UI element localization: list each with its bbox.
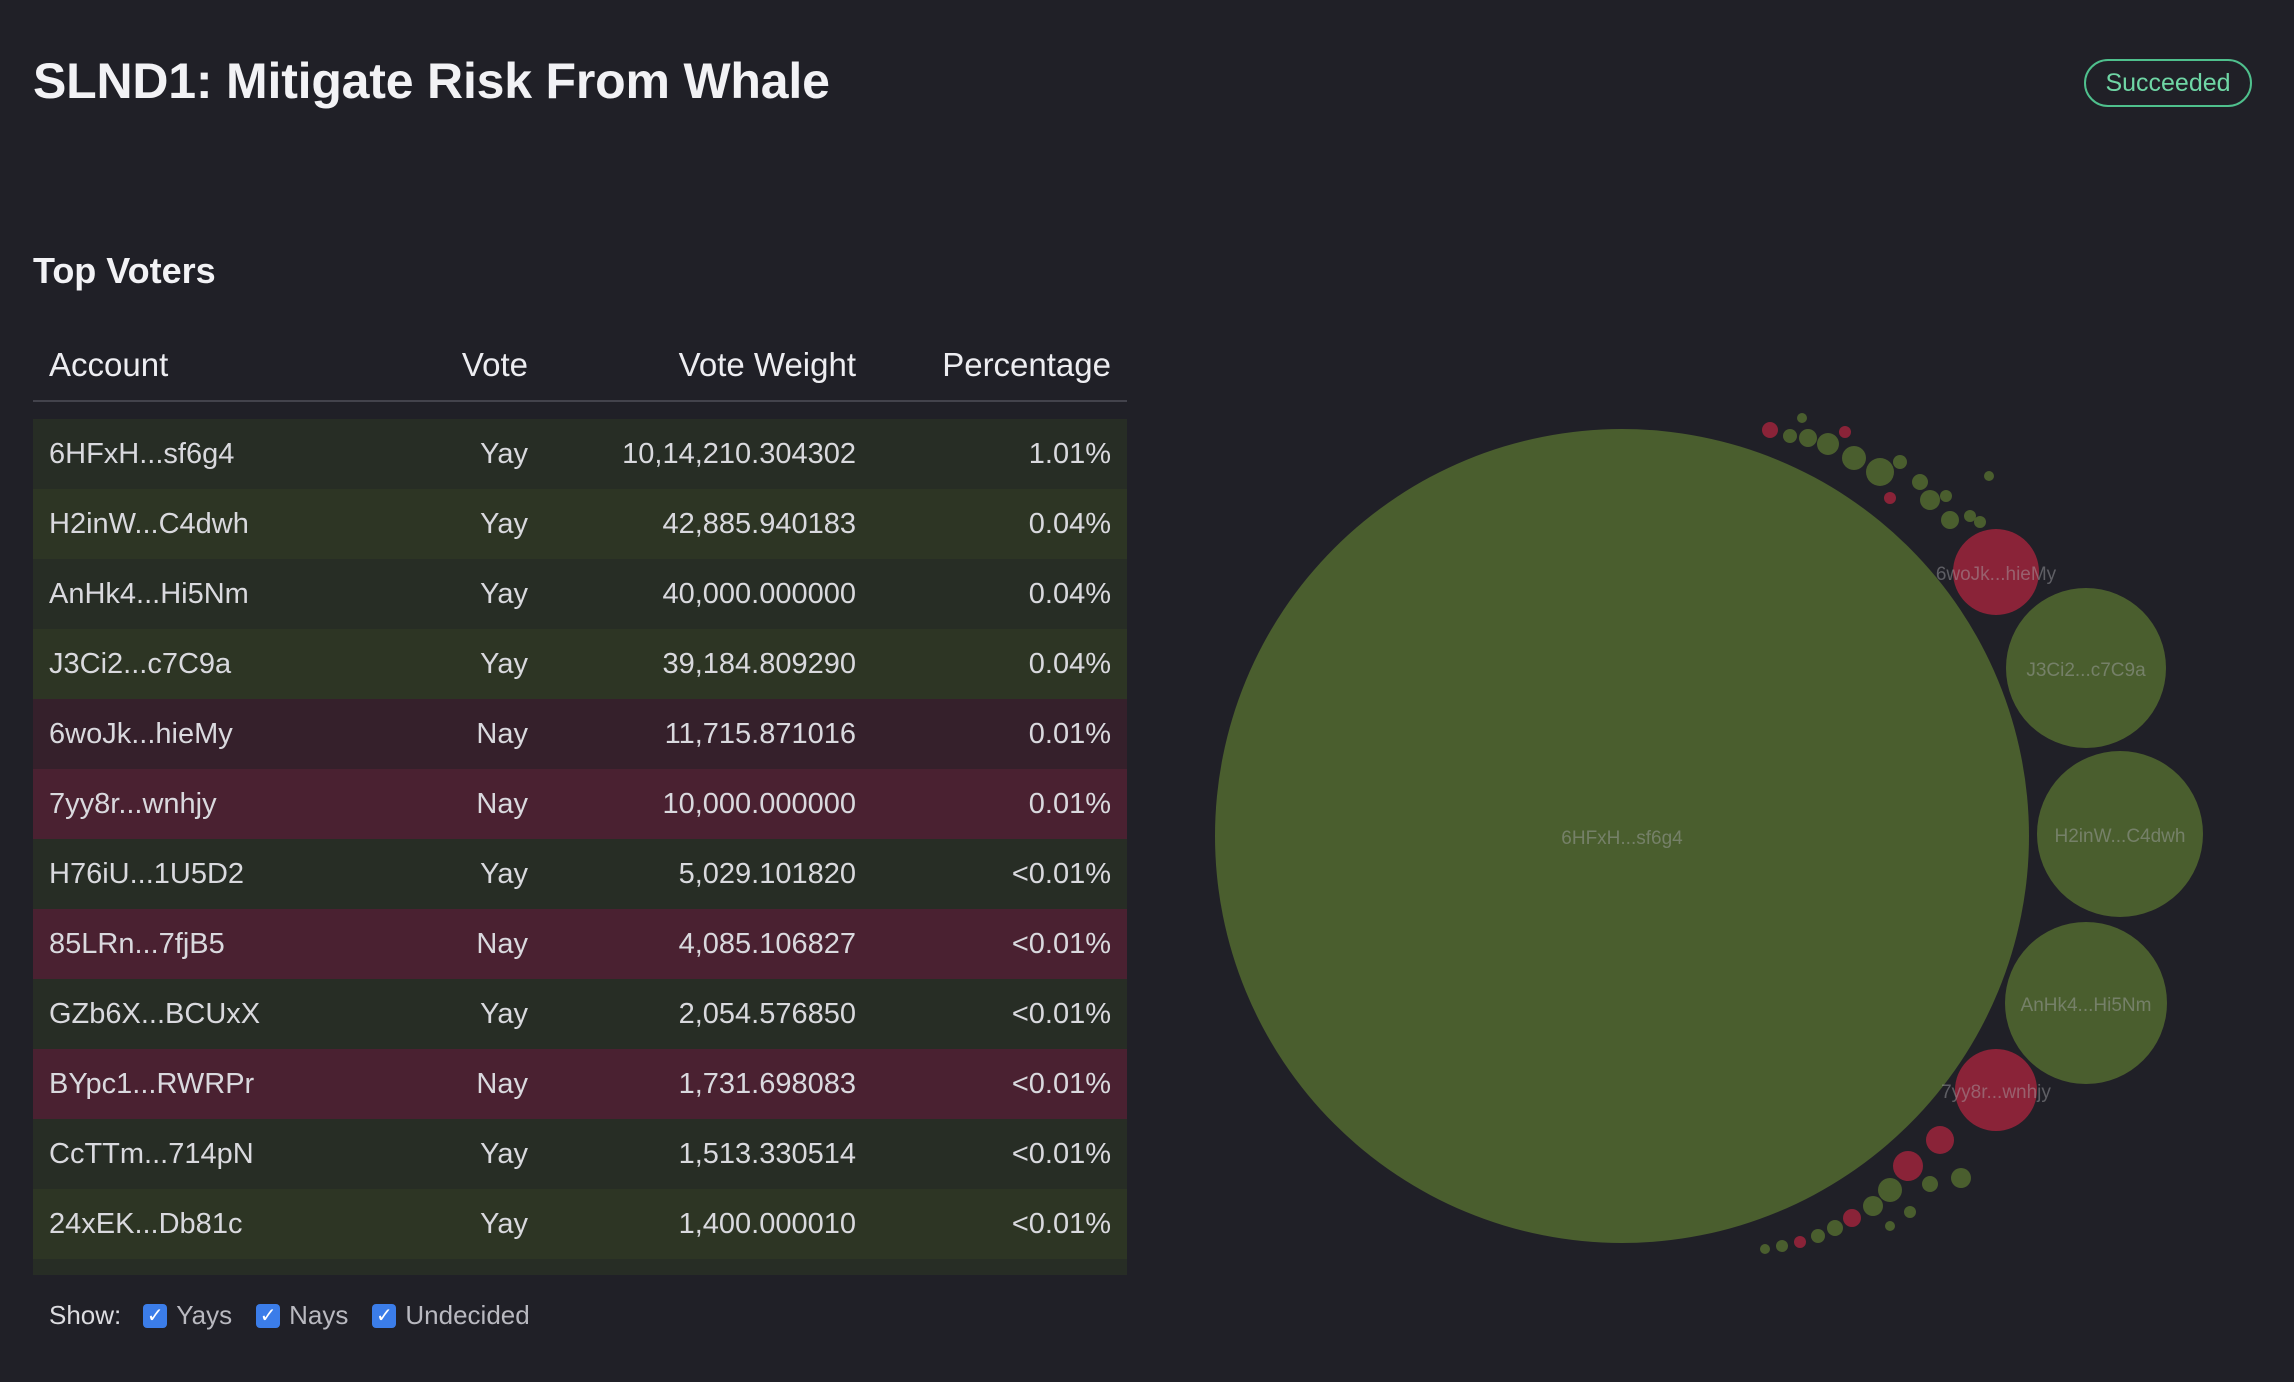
checkbox-undecided[interactable]: ✓ — [372, 1303, 397, 1328]
vote-filter-bar: Show: ✓ Yays ✓ Nays ✓ Undecided — [49, 1300, 554, 1331]
vote-weight-cell: 42,885.940183 — [662, 507, 856, 540]
table-row[interactable]: J3Ci2...c7C9a Yay 39,184.809290 0.04% — [33, 629, 1127, 699]
filter-yays-label: Yays — [176, 1300, 233, 1330]
vote-weight-cell: 1,513.330514 — [678, 1137, 856, 1170]
filter-nays-label: Nays — [289, 1300, 349, 1330]
table-row[interactable]: GZb6X...BCUxX Yay 2,054.576850 <0.01% — [33, 979, 1127, 1049]
filter-undecided[interactable]: ✓ Undecided — [372, 1300, 530, 1331]
filter-yays[interactable]: ✓ Yays — [143, 1300, 232, 1331]
filter-nays[interactable]: ✓ Nays — [256, 1300, 348, 1331]
vote-cell: Yay — [480, 507, 528, 540]
table-row[interactable]: CcTTm...714pN Yay 1,513.330514 <0.01% — [33, 1119, 1127, 1189]
vote-cell: Yay — [480, 1207, 528, 1240]
vote-weight-cell: 4,085.106827 — [678, 927, 856, 960]
table-body[interactable]: 6HFxH...sf6g4 Yay 10,14,210.304302 1.01%… — [33, 419, 1127, 1275]
bubble-label-2: AnHk4...Hi5Nm — [2021, 995, 2152, 1016]
bubble-5[interactable] — [1955, 1049, 2037, 1131]
filter-label: Show: — [49, 1300, 122, 1330]
table-row[interactable]: H2inW...C4dwh Yay 42,885.940183 0.04% — [33, 489, 1127, 559]
vote-weight-cell: 1,731.698083 — [678, 1067, 856, 1100]
bubble-label-0: 6HFxH...sf6g4 — [1561, 828, 1683, 849]
table-row[interactable]: 7yy8r...wnhjy Nay 10,000.000000 0.01% — [33, 769, 1127, 839]
vote-cell: Nay — [476, 927, 528, 960]
top-voters-table: Account Vote Vote Weight Percentage 6HFx… — [33, 330, 1127, 1275]
account-cell: 85LRn...7fjB5 — [49, 927, 225, 960]
account-cell: H76iU...1U5D2 — [49, 857, 245, 890]
account-cell: 24xEK...Db81c — [49, 1207, 243, 1240]
bubble-label-5: 7yy8r...wnhjy — [1941, 1082, 2051, 1103]
table-row[interactable]: 24xEK...Db81c Yay 1,400.000010 <0.01% — [33, 1189, 1127, 1259]
vote-cell: Nay — [476, 1067, 528, 1100]
column-header-percentage[interactable]: Percentage — [942, 346, 1111, 383]
small-bubbles — [1760, 413, 2006, 1254]
percentage-cell: <0.01% — [1011, 997, 1111, 1030]
table-row[interactable]: 6HFxH...sf6g4 Yay 10,14,210.304302 1.01% — [33, 419, 1127, 489]
vote-cell: Nay — [476, 787, 528, 820]
percentage-cell: 0.01% — [1028, 717, 1111, 750]
bubble-4[interactable] — [1953, 529, 2039, 615]
filter-undecided-label: Undecided — [405, 1300, 530, 1330]
account-cell: 7yy8r...wnhjy — [49, 787, 217, 820]
account-cell: 6woJk...hieMy — [49, 717, 233, 750]
vote-weight-cell: 2,054.576850 — [678, 997, 856, 1030]
table-row[interactable]: AnHk4...Hi5Nm Yay 40,000.000000 0.04% — [33, 559, 1127, 629]
bubble-label-1: H2inW...C4dwh — [2055, 826, 2186, 847]
vote-cell: Yay — [480, 647, 528, 680]
percentage-cell: 1.01% — [1028, 437, 1111, 470]
table-row[interactable]: 6woJk...hieMy Nay 11,715.871016 0.01% — [33, 699, 1127, 769]
vote-cell: Yay — [480, 1137, 528, 1170]
vote-weight-cell: 5,029.101820 — [678, 857, 856, 890]
percentage-cell: <0.01% — [1011, 1067, 1111, 1100]
table-header: Account Vote Vote Weight Percentage — [33, 330, 1127, 402]
percentage-cell: <0.01% — [1011, 857, 1111, 890]
account-cell: AnHk4...Hi5Nm — [49, 577, 249, 610]
account-cell: 6HFxH...sf6g4 — [49, 437, 235, 470]
vote-cell: Yay — [480, 857, 528, 890]
account-cell: GZb6X...BCUxX — [49, 997, 261, 1030]
vote-cell: Yay — [480, 577, 528, 610]
column-header-vote[interactable]: Vote — [461, 346, 528, 383]
bubble-3[interactable] — [2006, 588, 2166, 748]
vote-weight-cell: 10,14,210.304302 — [622, 437, 856, 470]
vote-weight-cell: 11,715.871016 — [664, 717, 856, 750]
bubble-1[interactable] — [2037, 751, 2203, 917]
table-row[interactable]: BYpc1...RWRPr Nay 1,731.698083 <0.01% — [33, 1049, 1127, 1119]
bubble-0[interactable] — [1215, 429, 2029, 1243]
account-cell: H2inW...C4dwh — [49, 507, 249, 540]
column-header-vote-weight[interactable]: Vote Weight — [678, 346, 856, 383]
percentage-cell: <0.01% — [1011, 1137, 1111, 1170]
bubble-label-4: 6woJk...hieMy — [1936, 564, 2057, 585]
percentage-cell: <0.01% — [1011, 1207, 1111, 1240]
percentage-cell: 0.04% — [1028, 647, 1111, 680]
account-cell: J3Ci2...c7C9a — [49, 647, 232, 680]
account-cell: CcTTm...714pN — [49, 1137, 254, 1170]
percentage-cell: <0.01% — [1011, 927, 1111, 960]
vote-cell: Yay — [480, 437, 528, 470]
vote-weight-cell: 1,400.000010 — [678, 1207, 856, 1240]
account-cell: BYpc1...RWRPr — [49, 1067, 255, 1100]
checkbox-nays[interactable]: ✓ — [256, 1303, 281, 1328]
bubble-label-3: J3Ci2...c7C9a — [2026, 660, 2146, 681]
bubble-2[interactable] — [2005, 922, 2167, 1084]
table-row[interactable]: H76iU...1U5D2 Yay 5,029.101820 <0.01% — [33, 839, 1127, 909]
column-header-account[interactable]: Account — [49, 346, 169, 383]
percentage-cell: 0.04% — [1028, 577, 1111, 610]
vote-weight-cell: 40,000.000000 — [662, 577, 856, 610]
vote-weight-cell: 10,000.000000 — [662, 787, 856, 820]
top-voters-heading: Top Voters — [33, 250, 216, 291]
vote-cell: Nay — [476, 717, 528, 750]
percentage-cell: 0.04% — [1028, 507, 1111, 540]
page-title: SLND1: Mitigate Risk From Whale — [33, 53, 830, 109]
voter-bubble-chart[interactable]: 6HFxH...sf6g4 H2inW...C4dwh AnHk4...Hi5N… — [1190, 400, 2230, 1280]
checkbox-yays[interactable]: ✓ — [143, 1303, 168, 1328]
percentage-cell: 0.01% — [1028, 787, 1111, 820]
vote-weight-cell: 39,184.809290 — [662, 647, 856, 680]
table-scroll-remainder — [33, 1259, 1127, 1275]
table-row[interactable]: 85LRn...7fjB5 Nay 4,085.106827 <0.01% — [33, 909, 1127, 979]
vote-cell: Yay — [480, 997, 528, 1030]
status-badge: Succeeded — [2084, 59, 2252, 107]
